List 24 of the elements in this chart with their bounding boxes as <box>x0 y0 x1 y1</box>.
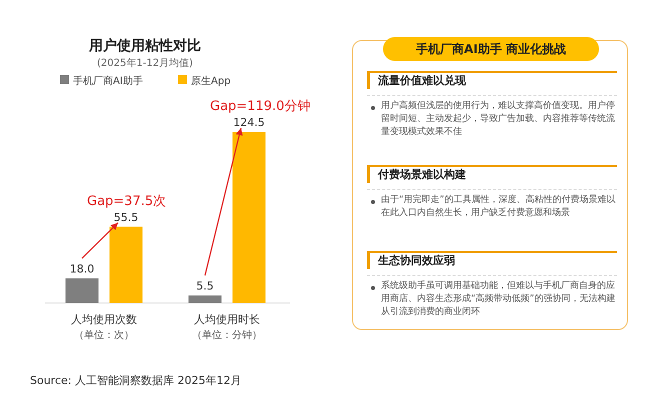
data-label: 18.0 <box>70 262 94 276</box>
data-label: 124.5 <box>233 116 265 129</box>
text: 生态协同效应弱 <box>367 251 617 269</box>
text: 流量价值难以兑现 <box>367 71 617 89</box>
source-note: Source: 人工智能洞察数据库 2025年12月 <box>30 374 242 387</box>
text: 付费场景难以构建 <box>367 165 617 183</box>
annotation: Gap=37.5次 <box>87 194 166 209</box>
legend-label: 手机厂商AI助手 <box>73 75 143 87</box>
chart-title: 用户使用粘性对比 <box>88 37 201 54</box>
text: 用户高频但浅层的使用行为，难以支撑高价值变现。用户停留时间短、主动发起少，导致广告加载、内容推荐等传统流量变现模式效果不佳 <box>381 101 615 137</box>
bar <box>66 278 98 303</box>
text: 由于“用完即走”的工具属性，深度、高粘性的付费场景难以在此入口内自然生长，用户缺乏付费意愿和场景 <box>381 195 616 218</box>
text: Gap=119.0分钟 <box>210 99 310 114</box>
text: 系统级助手虽可调用基础功能，但难以与手机厂商自身的应用商店、内容生态形成“高频带动低频”的强协同，无法构建从引流到消费的商业闭环 <box>381 281 616 317</box>
x-tick-label: 人均使用次数（单位：次） <box>71 313 137 341</box>
bar <box>232 132 266 303</box>
data-label: 55.5 <box>114 210 138 224</box>
data-label: 5.5 <box>196 279 214 292</box>
bar <box>110 226 142 303</box>
legend-label: 原生App <box>191 75 231 87</box>
bar <box>188 295 222 303</box>
text: 手机厂商AI助手 商业化挑战 <box>383 37 599 61</box>
chart-subtitle: (2025年1-12月均值) <box>97 57 194 69</box>
x-tick-label: 人均使用时长（单位：分钟） <box>192 313 262 341</box>
